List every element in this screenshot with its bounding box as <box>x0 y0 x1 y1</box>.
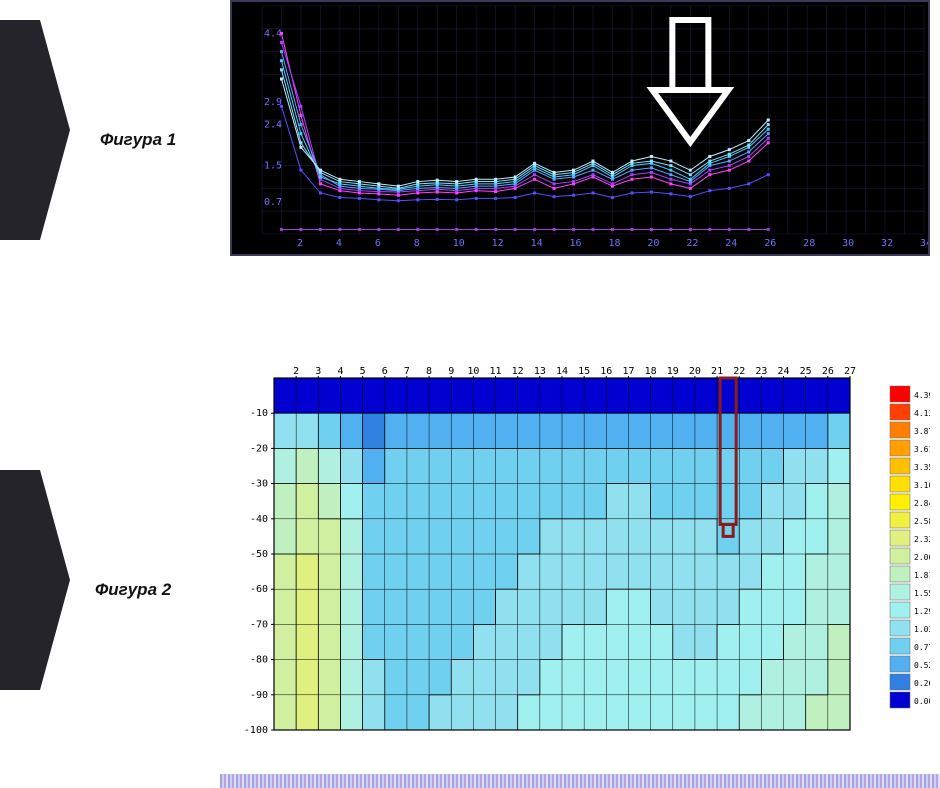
svg-text:8: 8 <box>414 238 420 249</box>
svg-text:16: 16 <box>570 238 582 249</box>
svg-text:4.13: 4.13 <box>914 409 930 418</box>
figure1-label: Фигура 1 <box>100 130 176 150</box>
footer-strip <box>220 774 940 788</box>
svg-text:10: 10 <box>467 366 479 377</box>
svg-text:24: 24 <box>778 366 790 377</box>
svg-text:-90: -90 <box>250 690 268 701</box>
svg-text:6: 6 <box>375 238 381 249</box>
svg-text:3.61: 3.61 <box>914 445 930 454</box>
svg-text:9: 9 <box>448 366 454 377</box>
svg-text:4.4: 4.4 <box>264 28 282 39</box>
svg-text:0.7: 0.7 <box>264 197 282 208</box>
figure2-chart: 2345678910111213141516171819202122232425… <box>230 360 930 750</box>
svg-text:0.77: 0.77 <box>914 643 930 652</box>
svg-text:-30: -30 <box>250 479 268 490</box>
svg-text:34: 34 <box>920 238 928 249</box>
svg-text:-50: -50 <box>250 549 268 560</box>
svg-text:27: 27 <box>844 366 856 377</box>
svg-text:1.55: 1.55 <box>914 589 930 598</box>
svg-text:7: 7 <box>404 366 410 377</box>
svg-text:-70: -70 <box>250 619 268 630</box>
svg-text:2.58: 2.58 <box>914 517 930 526</box>
svg-text:1.03: 1.03 <box>914 625 930 634</box>
svg-text:0.52: 0.52 <box>914 661 930 670</box>
svg-text:3.35: 3.35 <box>914 463 930 472</box>
svg-text:-60: -60 <box>250 584 268 595</box>
svg-text:30: 30 <box>842 238 854 249</box>
svg-text:3: 3 <box>315 366 321 377</box>
svg-text:12: 12 <box>512 366 524 377</box>
svg-text:11: 11 <box>490 366 502 377</box>
svg-text:1.29: 1.29 <box>914 607 930 616</box>
figure1-pointer <box>0 20 70 240</box>
svg-text:14: 14 <box>556 366 568 377</box>
svg-text:18: 18 <box>608 238 620 249</box>
svg-text:1.81: 1.81 <box>914 571 930 580</box>
svg-text:19: 19 <box>667 366 679 377</box>
svg-text:4.39: 4.39 <box>914 391 930 400</box>
figure2-label: Фигура 2 <box>95 580 171 600</box>
svg-text:23: 23 <box>755 366 767 377</box>
svg-text:4: 4 <box>337 366 343 377</box>
svg-text:22: 22 <box>686 238 698 249</box>
svg-text:-40: -40 <box>250 514 268 525</box>
svg-text:10: 10 <box>453 238 465 249</box>
svg-text:2.06: 2.06 <box>914 553 930 562</box>
svg-text:32: 32 <box>881 238 893 249</box>
svg-text:2.84: 2.84 <box>914 499 930 508</box>
svg-text:3.10: 3.10 <box>914 481 930 490</box>
svg-text:-20: -20 <box>250 443 268 454</box>
svg-text:4: 4 <box>336 238 342 249</box>
svg-text:-10: -10 <box>250 408 268 419</box>
svg-text:-100: -100 <box>244 725 268 736</box>
svg-text:26: 26 <box>764 238 776 249</box>
svg-text:20: 20 <box>647 238 659 249</box>
svg-text:5: 5 <box>360 366 366 377</box>
svg-text:14: 14 <box>531 238 543 249</box>
svg-text:25: 25 <box>800 366 812 377</box>
svg-text:17: 17 <box>622 366 634 377</box>
svg-text:20: 20 <box>689 366 701 377</box>
svg-text:24: 24 <box>725 238 737 249</box>
svg-text:22: 22 <box>733 366 745 377</box>
svg-text:18: 18 <box>645 366 657 377</box>
svg-text:2: 2 <box>297 238 303 249</box>
svg-text:28: 28 <box>803 238 815 249</box>
svg-text:2: 2 <box>293 366 299 377</box>
svg-text:2.32: 2.32 <box>914 535 930 544</box>
svg-text:1.5: 1.5 <box>264 161 282 172</box>
svg-text:2.4: 2.4 <box>264 120 282 131</box>
figure2-pointer <box>0 470 70 690</box>
svg-text:13: 13 <box>534 366 546 377</box>
svg-text:26: 26 <box>822 366 834 377</box>
svg-text:6: 6 <box>382 366 388 377</box>
svg-text:-80: -80 <box>250 655 268 666</box>
svg-text:0.00: 0.00 <box>914 697 930 706</box>
svg-text:21: 21 <box>711 366 723 377</box>
svg-text:16: 16 <box>600 366 612 377</box>
svg-text:2.9: 2.9 <box>264 97 282 108</box>
svg-text:12: 12 <box>492 238 504 249</box>
svg-text:8: 8 <box>426 366 432 377</box>
figure1-chart: 0.71.52.42.94.42468101214161820222426283… <box>230 0 930 256</box>
svg-text:0.26: 0.26 <box>914 679 930 688</box>
svg-text:15: 15 <box>578 366 590 377</box>
svg-text:3.87: 3.87 <box>914 427 930 436</box>
